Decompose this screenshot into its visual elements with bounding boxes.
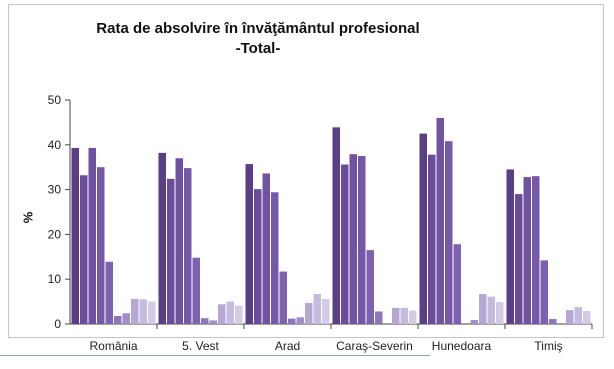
bar [487, 296, 495, 324]
bar [226, 301, 234, 324]
bar [296, 317, 304, 324]
bar [583, 311, 591, 324]
bar [245, 164, 253, 324]
y-tick-label: 20 [48, 227, 62, 241]
bar [201, 318, 209, 324]
bar [566, 310, 574, 324]
bar [453, 244, 461, 324]
x-tick-label: Hunedoara [432, 339, 492, 353]
bar [97, 167, 105, 324]
x-tick-label: Timiş [534, 339, 562, 353]
bar [209, 320, 217, 324]
bar [358, 156, 366, 324]
y-tick-label: 10 [48, 272, 62, 286]
bar [105, 261, 113, 324]
chart-subtitle: -Total- [235, 40, 281, 57]
bar [271, 192, 279, 324]
bar [366, 250, 374, 324]
y-tick-label: 40 [48, 138, 62, 152]
bar [349, 154, 357, 324]
y-tick-label: 0 [54, 317, 61, 331]
bar [506, 169, 514, 324]
bar [419, 133, 427, 324]
bar [479, 293, 487, 324]
bar [158, 152, 166, 324]
y-tick-label: 50 [48, 93, 62, 107]
bar [392, 307, 400, 324]
bar [288, 318, 296, 324]
bar [254, 189, 262, 324]
bar [400, 307, 408, 324]
bar [218, 304, 226, 324]
x-tick-label: Arad [275, 339, 300, 353]
bar [436, 117, 444, 324]
bar [332, 127, 340, 324]
bar [148, 301, 156, 324]
bar [496, 302, 504, 324]
bar [532, 176, 540, 324]
bar [262, 173, 270, 324]
y-tick-label: 30 [48, 183, 62, 197]
bar [192, 257, 200, 324]
bar [445, 141, 453, 324]
bar [80, 175, 88, 324]
bar [175, 158, 183, 324]
bar [88, 147, 96, 324]
bar [279, 271, 287, 324]
bar [549, 319, 557, 324]
bar [235, 305, 243, 324]
bar [428, 154, 436, 324]
bar [131, 298, 139, 324]
bar [341, 164, 349, 324]
bar [540, 260, 548, 324]
bar [139, 299, 147, 324]
x-tick-label: 5. Vest [182, 339, 219, 353]
bar [375, 311, 383, 324]
x-tick-label: România [89, 339, 137, 353]
bar [122, 313, 130, 324]
bar [184, 168, 192, 324]
bar [515, 194, 523, 324]
bar [470, 319, 478, 324]
bar [409, 310, 417, 324]
bar [305, 302, 313, 324]
bar [574, 306, 582, 324]
bottom-divider [0, 355, 430, 356]
chart-frame [8, 4, 604, 338]
bar [167, 178, 175, 324]
x-tick-label: Caraş-Severin [336, 339, 413, 353]
bar [523, 177, 531, 324]
bar [71, 147, 79, 324]
bar [322, 298, 330, 324]
bar [114, 315, 122, 324]
chart-title: Rata de absolvire în învăţământul profes… [96, 20, 420, 37]
bar [313, 293, 321, 324]
